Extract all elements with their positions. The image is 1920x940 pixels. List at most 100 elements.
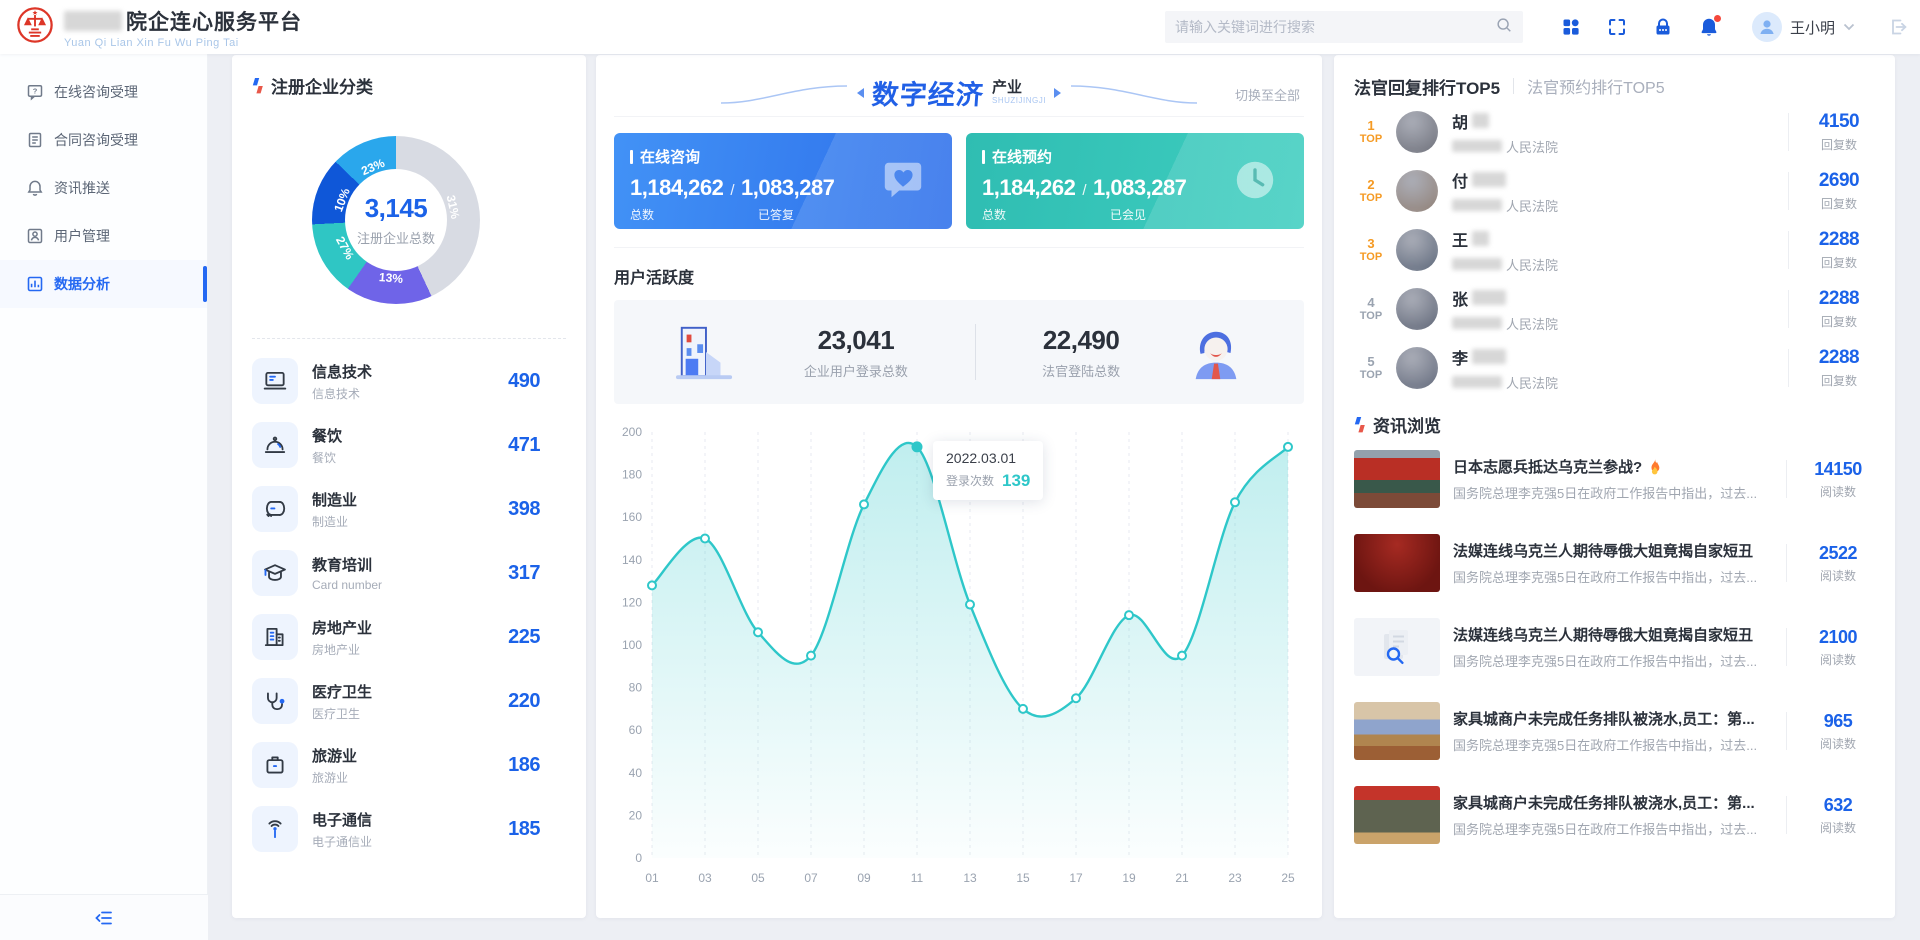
antenna-icon xyxy=(252,806,298,852)
news-title-row: 资讯浏览 xyxy=(1354,412,1875,437)
divider xyxy=(1788,231,1789,269)
judge-ranking-row[interactable]: 5 TOP 李 人民法院 2288 回复数 xyxy=(1354,340,1875,396)
chat-question-icon: ? xyxy=(27,85,43,101)
redacted-text xyxy=(1452,258,1502,270)
redacted-text xyxy=(64,10,122,31)
global-search xyxy=(1165,11,1523,43)
news-description: 国务院总理李克强5日在政府工作报告中指出，过去... xyxy=(1453,822,1758,837)
divider xyxy=(1788,172,1789,210)
sidebar-item-label: 资讯推送 xyxy=(54,180,110,196)
category-name: 信息技术 xyxy=(312,363,373,381)
judge-court: 人民法院 xyxy=(1452,373,1788,392)
read-count: 632 xyxy=(1823,794,1853,815)
building-illustration-icon xyxy=(676,326,733,380)
user-menu[interactable]: 王小明 xyxy=(1752,0,1855,54)
sidebar-item-label: 数据分析 xyxy=(54,276,110,292)
sidebar-item-online-consult[interactable]: ? 在线咨询受理 xyxy=(0,68,207,116)
divider xyxy=(1788,290,1789,328)
tab-booking-ranking[interactable]: 法官预约排行TOP5 xyxy=(1527,80,1665,97)
category-name: 电子通信 xyxy=(312,811,373,829)
search-icon[interactable] xyxy=(1495,16,1513,39)
notification-badge xyxy=(1713,14,1722,23)
news-thumbnail xyxy=(1354,618,1440,676)
news-row[interactable]: 家具城商户未完成任务排队被浇水,员工：第... 国务院总理李克强5日在政府工作报… xyxy=(1354,773,1875,857)
chevron-down-icon xyxy=(1843,18,1855,36)
divider xyxy=(974,324,976,380)
digital-economy-header: 数字经济 产业 SHUZIJINGJI 切换至全部 xyxy=(614,69,1304,117)
category-row[interactable]: 房地产业 房地产业 225 xyxy=(252,605,566,669)
redacted-text xyxy=(1472,290,1507,305)
sidebar-item-news-push[interactable]: 资讯推送 xyxy=(0,164,207,212)
judge-avatar xyxy=(1396,170,1438,212)
divider xyxy=(1788,113,1789,151)
category-row[interactable]: 医疗卫生 医疗卫生 220 xyxy=(252,669,566,733)
sidebar-item-label: 合同咨询受理 xyxy=(54,132,138,148)
panel-title-row: 注册企业分类 xyxy=(252,73,566,98)
apps-grid-icon[interactable] xyxy=(1560,16,1582,38)
fullscreen-icon[interactable] xyxy=(1606,16,1628,38)
category-row[interactable]: 餐饮 餐饮 471 xyxy=(252,413,566,477)
document-search-placeholder-icon xyxy=(1384,630,1408,664)
news-row[interactable]: 家具城商户未完成任务排队被浇水,员工：第... 国务院总理李克强5日在政府工作报… xyxy=(1354,689,1875,773)
lock-icon[interactable] xyxy=(1652,16,1674,38)
category-row[interactable]: 电子通信 电子通信业 185 xyxy=(252,797,566,861)
brand-block: 院企连心服务平台 Yuan Qi Lian Xin Fu Wu Ping Tai xyxy=(64,6,302,49)
header-icon-group xyxy=(1560,0,1722,54)
user-name: 王小明 xyxy=(1790,19,1836,37)
laptop-icon xyxy=(252,358,298,404)
svg-text:15: 15 xyxy=(1016,871,1030,885)
svg-text:07: 07 xyxy=(804,871,818,885)
category-name: 医疗卫生 xyxy=(312,683,373,701)
category-row[interactable]: 信息技术 信息技术 490 xyxy=(252,349,566,413)
donut-segment-label: 13% xyxy=(378,269,404,286)
tooltip-date: 2022.03.01 xyxy=(946,449,1017,466)
judge-ranking-row[interactable]: 3 TOP 王 人民法院 2288 回复数 xyxy=(1354,222,1875,278)
svg-text:120: 120 xyxy=(622,595,642,609)
judge-court: 人民法院 xyxy=(1452,137,1788,156)
switch-to-all-link[interactable]: 切换至全部 xyxy=(1234,88,1300,103)
category-count: 225 xyxy=(508,625,540,648)
news-thumbnail xyxy=(1354,450,1440,508)
online-consult-stat-card: 在线咨询 1,184,262/1,083,287 总数 已答复 xyxy=(614,133,952,229)
judge-ranking-row[interactable]: 2 TOP 付 人民法院 2690 回复数 xyxy=(1354,163,1875,219)
enterprise-login-stat: 23,041 企业用户登录总数 xyxy=(803,324,908,379)
news-row[interactable]: 法媒连线乌克兰人期待辱俄大姐竟揭自家短丑 国务院总理李克强5日在政府工作报告中指… xyxy=(1354,521,1875,605)
news-headline: 日本志愿兵抵达乌克兰参战? xyxy=(1453,456,1786,477)
notification-bell-icon[interactable] xyxy=(1698,14,1722,38)
tab-reply-ranking[interactable]: 法官回复排行TOP5 xyxy=(1354,78,1501,98)
judge-ranking-list: 1 TOP 胡 人民法院 4150 回复数 2 TOP 付 人 xyxy=(1354,104,1875,396)
category-row[interactable]: 教育培训 Card number 317 xyxy=(252,541,566,605)
user-card-icon xyxy=(27,228,43,244)
user-avatar xyxy=(1752,12,1782,42)
read-count: 965 xyxy=(1823,710,1853,731)
redacted-text xyxy=(1472,172,1507,187)
sidebar-item-user-management[interactable]: 用户管理 xyxy=(0,212,207,260)
sidebar-footer xyxy=(0,894,208,940)
redacted-text xyxy=(1452,376,1502,388)
registered-enterprise-panel: 注册企业分类 3,145 注册企业总数 31% 13% 27% 10% 23% 信息技术… xyxy=(232,55,586,918)
divider xyxy=(1513,78,1515,94)
stat-card-sublabels: 总数 已答复 xyxy=(630,208,795,222)
judge-ranking-row[interactable]: 1 TOP 胡 人民法院 4150 回复数 xyxy=(1354,104,1875,160)
collapse-sidebar-icon[interactable] xyxy=(93,907,115,929)
svg-text:09: 09 xyxy=(857,871,871,885)
svg-text:60: 60 xyxy=(629,723,643,737)
category-count: 317 xyxy=(508,561,540,584)
search-input[interactable] xyxy=(1175,19,1495,35)
news-description: 国务院总理李克强5日在政府工作报告中指出，过去... xyxy=(1453,486,1758,501)
redacted-text xyxy=(1452,199,1502,211)
judge-name: 王 xyxy=(1452,227,1788,251)
sidebar-item-contract-consult[interactable]: 合同咨询受理 xyxy=(0,116,207,164)
category-row[interactable]: 制造业 制造业 398 xyxy=(252,477,566,541)
contract-document-icon xyxy=(28,132,42,148)
stetho-icon xyxy=(252,678,298,724)
news-row[interactable]: 法媒连线乌克兰人期待辱俄大姐竟揭自家短丑 国务院总理李克强5日在政府工作报告中指… xyxy=(1354,605,1875,689)
svg-text:?: ? xyxy=(33,87,38,96)
sidebar-item-data-analysis[interactable]: 数据分析 xyxy=(0,260,207,308)
svg-text:03: 03 xyxy=(698,871,712,885)
news-row[interactable]: 日本志愿兵抵达乌克兰参战? 国务院总理李克强5日在政府工作报告中指出，过去...… xyxy=(1354,437,1875,521)
logout-icon[interactable] xyxy=(1888,17,1908,42)
judge-ranking-row[interactable]: 4 TOP 张 人民法院 2288 回复数 xyxy=(1354,281,1875,337)
category-row[interactable]: 旅游业 旅游业 186 xyxy=(252,733,566,797)
news-thumbnail xyxy=(1354,786,1440,844)
